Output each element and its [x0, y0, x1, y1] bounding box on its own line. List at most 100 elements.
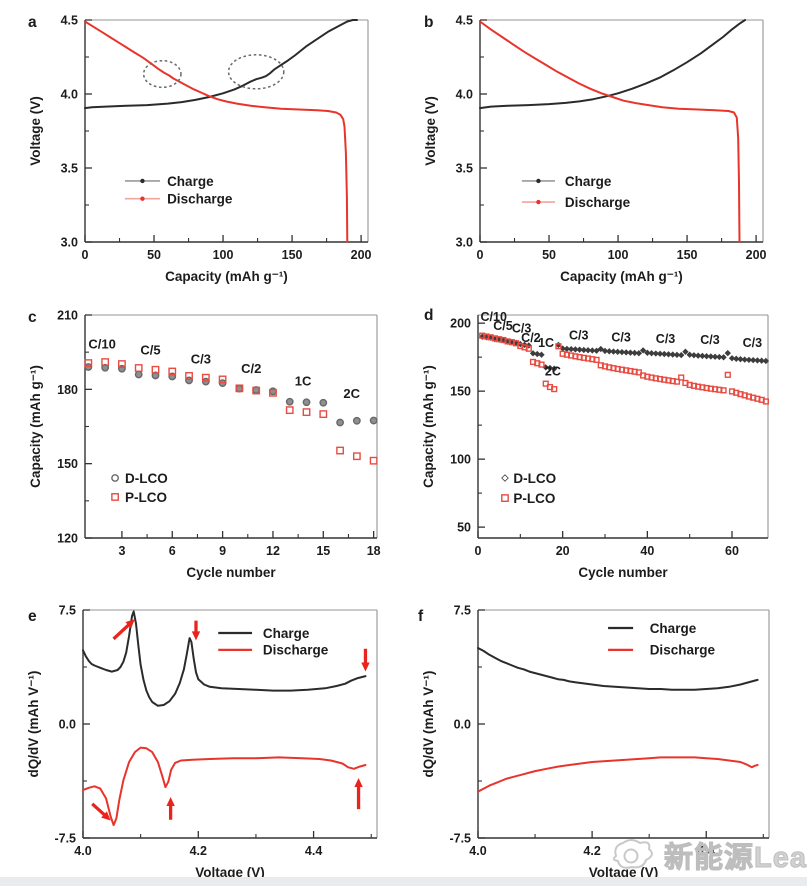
svg-text:2C: 2C	[343, 386, 360, 401]
panel-b-legend: Charge Discharge	[521, 174, 631, 210]
svg-text:Capacity (mAh g⁻¹): Capacity (mAh g⁻¹)	[28, 365, 43, 488]
svg-text:0.0: 0.0	[454, 718, 471, 732]
svg-text:100: 100	[213, 248, 234, 262]
panel-a-series-discharge	[84, 20, 349, 243]
svg-text:1C: 1C	[538, 336, 554, 350]
svg-text:6: 6	[169, 544, 176, 558]
svg-text:Voltage (V): Voltage (V)	[28, 96, 43, 166]
svg-text:Cycle number: Cycle number	[186, 565, 276, 580]
svg-text:0.0: 0.0	[59, 718, 76, 732]
svg-text:Discharge: Discharge	[263, 643, 329, 658]
svg-text:d: d	[424, 307, 433, 324]
svg-text:Charge: Charge	[565, 174, 612, 189]
svg-text:C/2: C/2	[521, 331, 541, 345]
panel-c-annotations: C/10 C/5 C/3 C/2 1C 2C	[88, 336, 360, 401]
svg-text:20: 20	[556, 544, 570, 558]
svg-text:C/3: C/3	[611, 331, 631, 345]
svg-text:c: c	[28, 309, 37, 326]
panel-f-series-discharge	[477, 756, 759, 793]
svg-text:b: b	[424, 14, 433, 31]
svg-text:C/3: C/3	[700, 333, 720, 347]
svg-text:0: 0	[477, 248, 484, 262]
svg-text:D-LCO: D-LCO	[125, 471, 168, 486]
svg-text:4.0: 4.0	[456, 88, 473, 102]
panel-f-series-charge	[477, 647, 759, 691]
svg-text:3.5: 3.5	[61, 162, 78, 176]
svg-text:Voltage (V): Voltage (V)	[423, 96, 438, 166]
svg-text:50: 50	[147, 248, 161, 262]
svg-text:15: 15	[316, 544, 330, 558]
svg-text:C/3: C/3	[191, 351, 211, 366]
svg-text:Capacity (mAh g⁻¹): Capacity (mAh g⁻¹)	[165, 269, 288, 284]
svg-text:4.0: 4.0	[61, 88, 78, 102]
svg-text:Capacity (mAh g⁻¹): Capacity (mAh g⁻¹)	[421, 365, 436, 488]
svg-text:dQ/dV (mAh V⁻¹): dQ/dV (mAh V⁻¹)	[26, 671, 41, 778]
svg-text:Cycle number: Cycle number	[578, 565, 668, 580]
svg-text:f: f	[418, 608, 424, 625]
panel-f-legend: Charge Discharge	[608, 621, 715, 658]
svg-text:150: 150	[57, 457, 78, 471]
svg-text:100: 100	[608, 248, 629, 262]
svg-text:4.2: 4.2	[583, 844, 600, 858]
svg-text:4.5: 4.5	[456, 14, 473, 28]
panel-a: 0 50 100 150 200 3.0 3.5 4.0 4.5 Capacity (mAh g⁻…	[28, 14, 372, 285]
svg-text:0: 0	[475, 544, 482, 558]
panel-a-legend: Charge Discharge	[124, 174, 233, 207]
svg-text:Capacity (mAh g⁻¹): Capacity (mAh g⁻¹)	[560, 269, 683, 284]
svg-text:120: 120	[57, 532, 78, 546]
svg-text:Discharge: Discharge	[565, 195, 631, 210]
panel-f-axes: 4.0 4.2 4.4 -7.5 0.0 7.5 Voltage (V) dQ/dV (mAh…	[421, 604, 764, 880]
panel-c-legend: D-LCO P-LCO	[111, 471, 168, 505]
svg-text:4.0: 4.0	[469, 844, 486, 858]
svg-text:3: 3	[118, 544, 125, 558]
svg-text:Charge: Charge	[167, 174, 214, 189]
svg-text:P-LCO: P-LCO	[513, 491, 555, 506]
svg-text:100: 100	[450, 453, 471, 467]
svg-text:7.5: 7.5	[454, 604, 471, 618]
panel-c-axes: 3 6 9 12 15 18 120 150 180 210 Cycle number Capacit…	[28, 309, 381, 581]
panel-d-axes: 0 20 40 60 50 100 150 200 Cycle number Capacity (…	[421, 317, 739, 580]
svg-text:12: 12	[266, 544, 280, 558]
bottom-strip	[0, 877, 807, 886]
svg-text:150: 150	[282, 248, 303, 262]
panel-a-series-charge	[84, 19, 358, 110]
panel-b-series-charge	[479, 19, 747, 110]
svg-text:200: 200	[450, 317, 471, 331]
svg-text:Voltage (V): Voltage (V)	[589, 865, 659, 880]
svg-text:Charge: Charge	[263, 626, 310, 641]
svg-text:200: 200	[351, 248, 372, 262]
panel-e: 4.0 4.2 4.4 -7.5 0.0 7.5 Voltage (V) dQ/dV (mAh…	[26, 604, 378, 880]
svg-text:-7.5: -7.5	[449, 832, 471, 846]
panel-d-series-p-lco	[479, 332, 769, 405]
panel-e-annotations	[91, 619, 370, 821]
svg-text:9: 9	[219, 544, 226, 558]
svg-text:3.0: 3.0	[456, 236, 473, 250]
panel-d: 0 20 40 60 50 100 150 200 Cycle number Capacity (…	[421, 307, 770, 580]
svg-text:50: 50	[457, 521, 471, 535]
svg-text:a: a	[28, 14, 37, 31]
svg-text:-7.5: -7.5	[54, 832, 76, 846]
svg-text:4.5: 4.5	[61, 14, 78, 28]
svg-text:dQ/dV (mAh V⁻¹): dQ/dV (mAh V⁻¹)	[421, 671, 436, 778]
svg-text:40: 40	[640, 544, 654, 558]
svg-text:4.2: 4.2	[190, 844, 207, 858]
svg-text:C/3: C/3	[569, 328, 589, 342]
panel-b-series-discharge	[479, 20, 741, 243]
panel-c: 3 6 9 12 15 18 120 150 180 210 Cycle number Capacit…	[28, 309, 381, 581]
svg-text:50: 50	[542, 248, 556, 262]
panel-a-annotations	[142, 54, 285, 90]
panel-a-axes: 0 50 100 150 200 3.0 3.5 4.0 4.5 Capacity (mAh g⁻…	[28, 14, 372, 285]
svg-text:4.4: 4.4	[305, 844, 322, 858]
panel-e-axes: 4.0 4.2 4.4 -7.5 0.0 7.5 Voltage (V) dQ/dV (mAh…	[26, 604, 372, 880]
panel-d-legend: D-LCO P-LCO	[501, 471, 556, 506]
svg-text:4.0: 4.0	[74, 844, 91, 858]
panel-f: 4.0 4.2 4.4 -7.5 0.0 7.5 Voltage (V) dQ/dV (mAh…	[418, 604, 770, 880]
panel-e-legend: Charge Discharge	[218, 626, 329, 658]
svg-text:1C: 1C	[295, 374, 312, 389]
svg-text:C/10: C/10	[481, 310, 507, 324]
svg-text:C/10: C/10	[88, 336, 115, 351]
svg-text:D-LCO: D-LCO	[513, 471, 556, 486]
